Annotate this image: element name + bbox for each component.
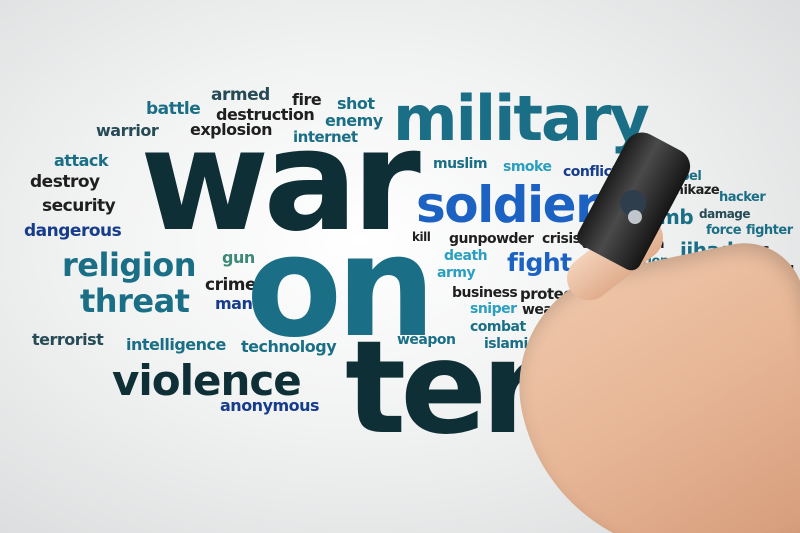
word-hacker: hacker [719, 190, 766, 205]
word-anonymous: anonymous [220, 396, 320, 415]
word-muslim: muslim [433, 156, 488, 172]
word-armed: armed [211, 85, 270, 105]
word-enemy: enemy [325, 111, 383, 130]
word-violence: violence [112, 356, 302, 405]
word-intelligence: intelligence [126, 335, 226, 354]
word-crisis: crisis [542, 231, 581, 247]
word-internet: internet [293, 128, 358, 146]
word-war: war [140, 100, 421, 263]
word-fight: fight [507, 248, 572, 277]
word-military: military [393, 82, 650, 155]
word-islamic: islamic [484, 336, 536, 352]
word-explosion: explosion [190, 120, 273, 139]
word-destroy: destroy [30, 172, 100, 192]
word-security: security [42, 196, 116, 216]
word-attack: attack [54, 151, 109, 170]
word-conflict: conflict [563, 164, 618, 180]
word-sniper: sniper [470, 301, 517, 317]
word-religion: religion [62, 246, 197, 284]
word-gunpowder: gunpowder [449, 231, 534, 247]
word-death: death [444, 248, 488, 264]
word-battle: battle [146, 99, 201, 119]
word-technology: technology [241, 337, 337, 356]
word-damage: damage [699, 207, 751, 221]
word-kill: kill [412, 230, 431, 244]
word-smoke: smoke [503, 159, 552, 175]
word-threat: threat [80, 282, 190, 320]
word-fighter: fighter [746, 223, 793, 238]
marker-highlight [628, 210, 642, 224]
word-crime: crime [205, 275, 257, 295]
word-soldier: soldier [416, 176, 600, 234]
word-army: army [437, 265, 476, 281]
word-destruction: destruction [216, 105, 315, 124]
word-weapon: weapon [397, 332, 456, 348]
word-business: business [452, 285, 518, 301]
word-warrior: warrior [96, 121, 159, 140]
word-terrorist: terrorist [32, 330, 104, 349]
word-dangerous: dangerous [24, 221, 122, 241]
word-combat: combat [470, 319, 526, 335]
word-man: man [215, 294, 253, 313]
word-force: force [706, 223, 742, 238]
word-gun: gun [222, 248, 255, 267]
word-fire: fire [292, 90, 322, 109]
word-on: on [246, 206, 436, 369]
hand-image [497, 232, 800, 533]
word-shot: shot [337, 94, 375, 113]
